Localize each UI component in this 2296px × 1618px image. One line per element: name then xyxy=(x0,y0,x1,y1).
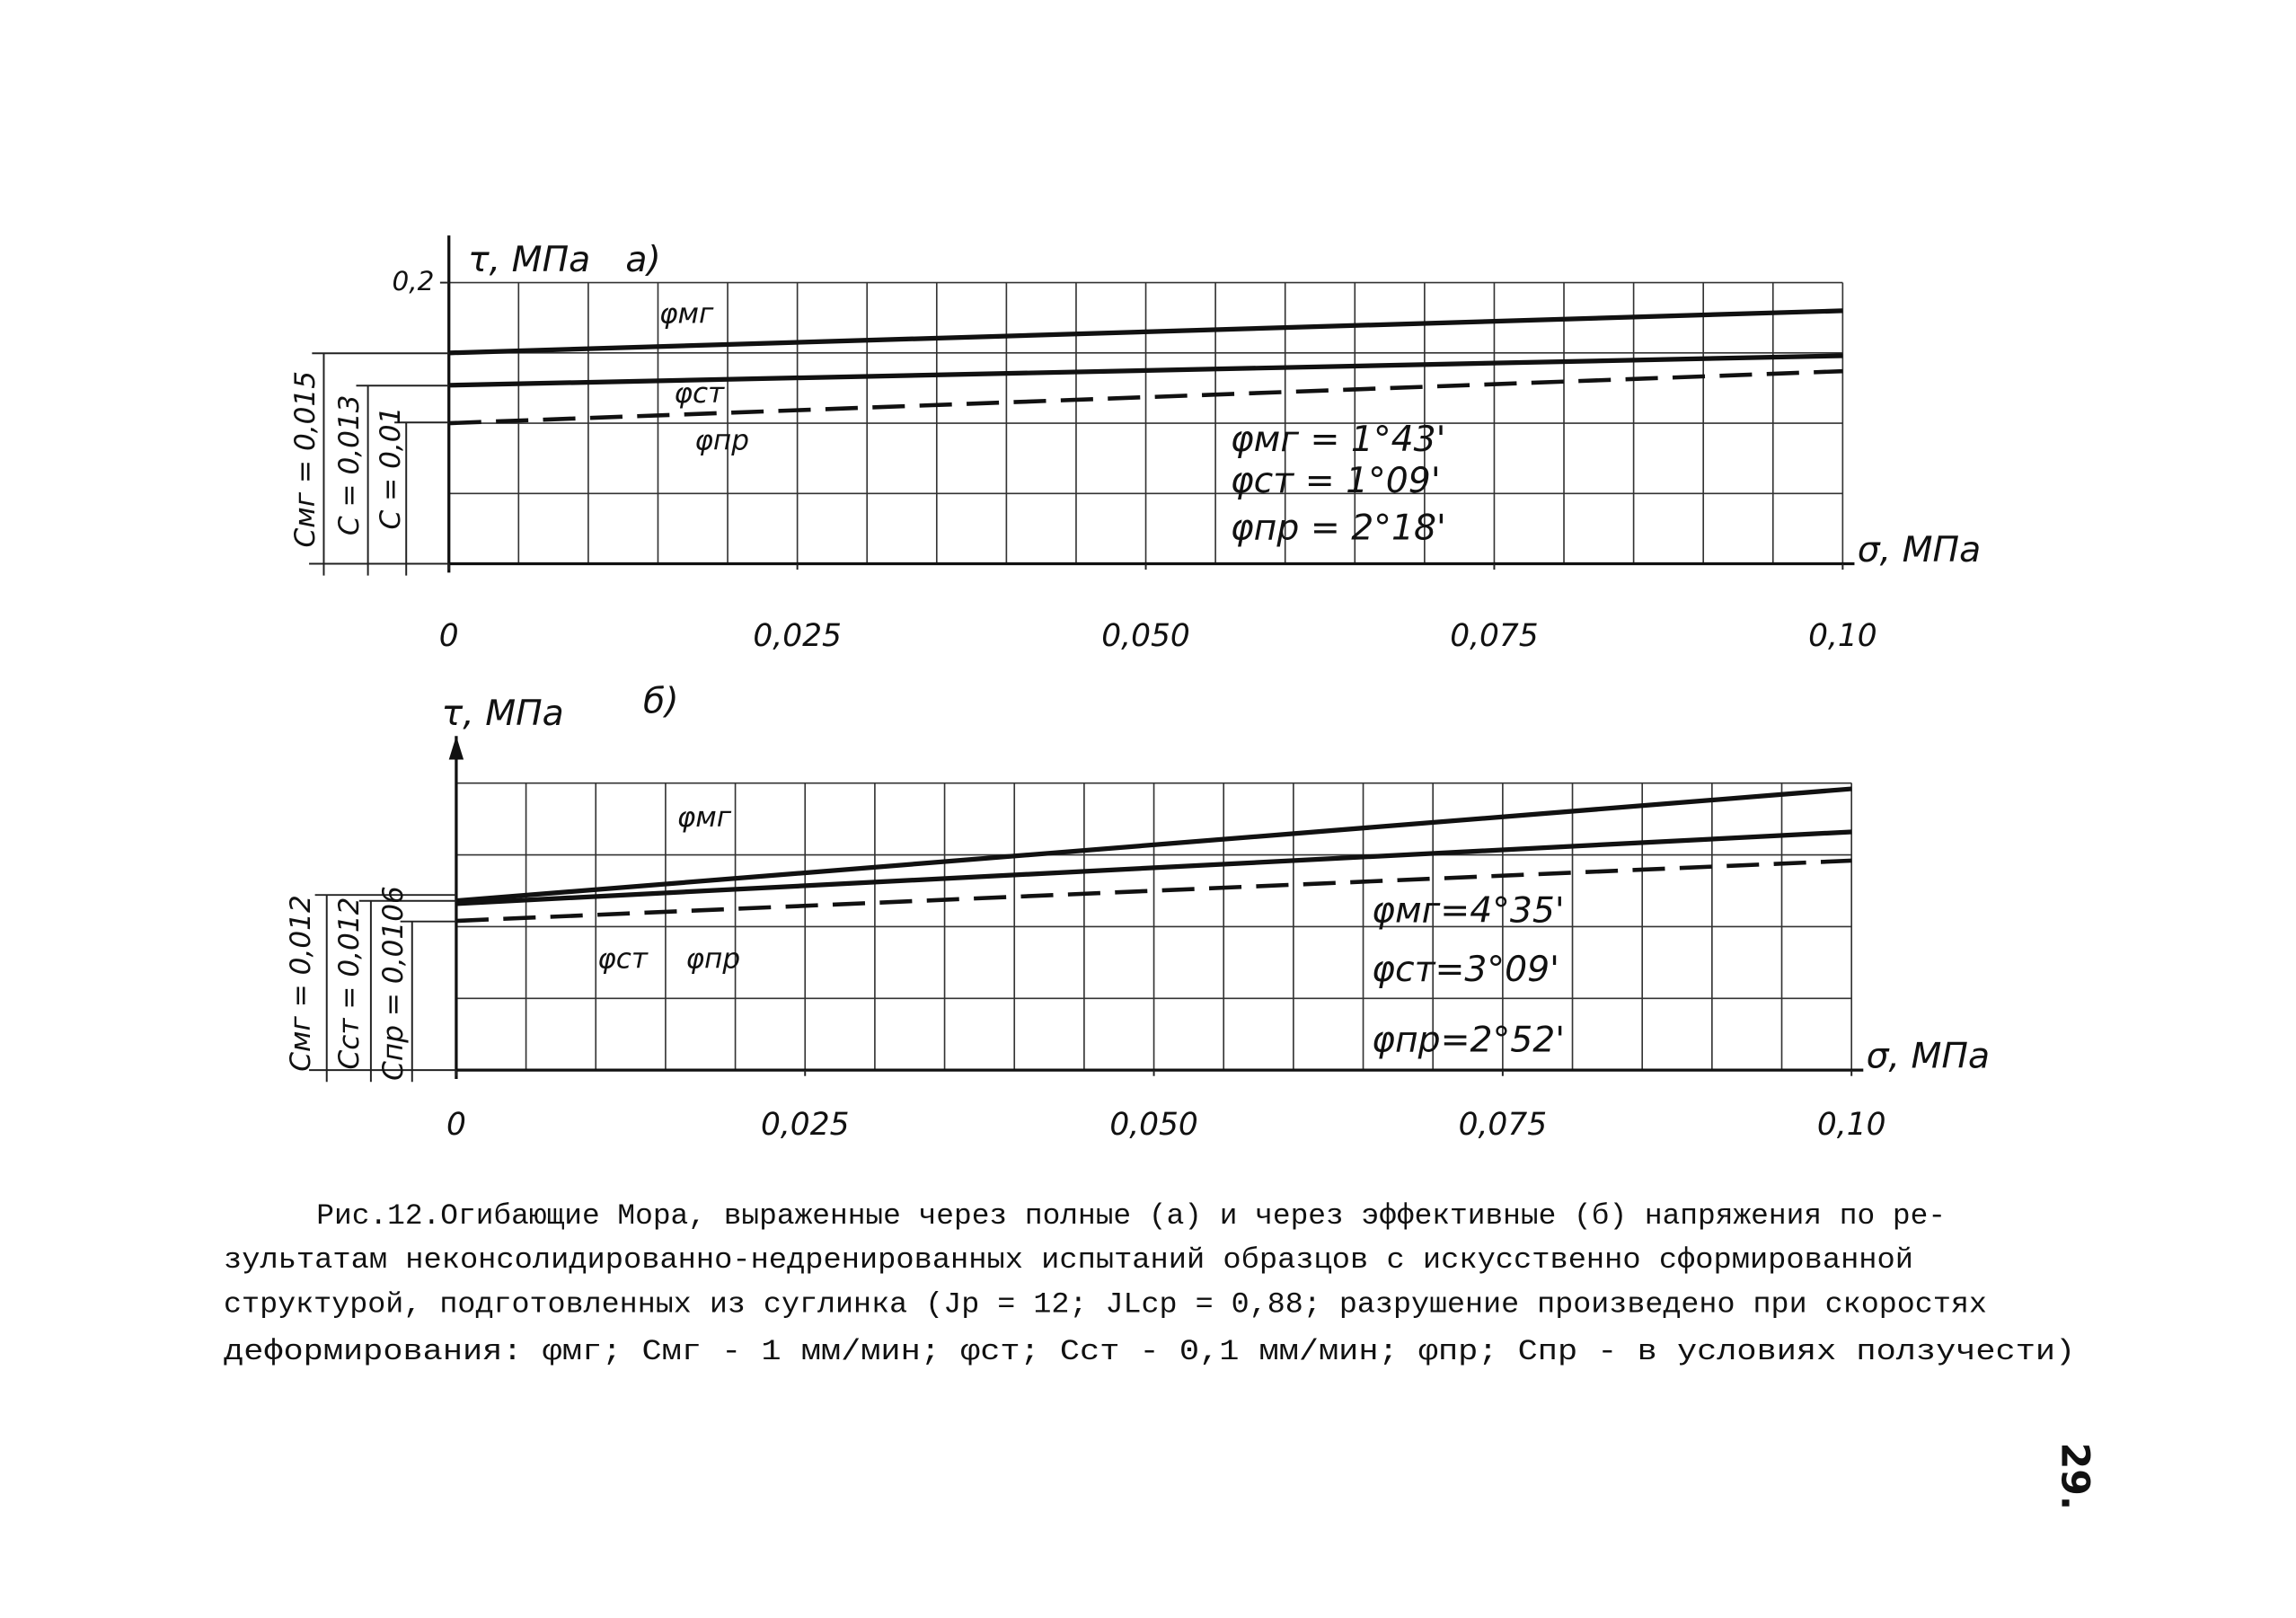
x-tick-label: 0,025 xyxy=(753,618,841,654)
angle-annotation: φст=3°09' xyxy=(1372,950,1559,990)
panel-label: а) xyxy=(625,240,660,280)
caption-line: структурой, подготовленных из суглинка (… xyxy=(224,1287,1987,1321)
panel-label: б) xyxy=(643,682,679,722)
envelope-line xyxy=(455,829,1852,906)
angle-annotation: φпр = 2°18' xyxy=(1231,508,1446,548)
x-tick-label: 0 xyxy=(446,1107,466,1143)
curve-label: φст xyxy=(597,942,649,975)
x-tick-label: 0,050 xyxy=(1109,1107,1197,1143)
curve-label: φпр xyxy=(686,942,741,975)
curve-label: φпр xyxy=(694,425,749,457)
x-tick-label: 0,050 xyxy=(1101,618,1189,654)
envelope-line xyxy=(448,368,1843,426)
curve-label: φст xyxy=(674,377,725,410)
angle-annotation: φпр=2°52' xyxy=(1372,1021,1565,1061)
x-tick-label: 0 xyxy=(439,618,459,654)
axis-arrow xyxy=(448,736,464,760)
angle-annotation: φст = 1°09' xyxy=(1231,461,1441,501)
page-number: 29. xyxy=(2052,1443,2097,1510)
y-axis-label: τ, МПа xyxy=(442,694,564,734)
angle-annotation: φмг=4°35' xyxy=(1372,890,1565,931)
caption-line: зультатам неконсолидированно-недренирова… xyxy=(224,1243,1913,1277)
envelope-line xyxy=(448,308,1843,356)
envelope-line xyxy=(455,786,1852,904)
x-tick-label: 0,025 xyxy=(761,1107,849,1143)
envelope-line xyxy=(448,353,1843,388)
angle-annotation: φмг = 1°43' xyxy=(1231,420,1446,460)
cohesion-label: C = 0,013 xyxy=(333,394,366,535)
x-tick-label: 0,10 xyxy=(1808,618,1877,654)
y-tick-label: 0,2 xyxy=(392,266,434,296)
cohesion-label: Cст = 0,012 xyxy=(333,897,366,1070)
x-tick-label: 0,10 xyxy=(1817,1107,1886,1143)
x-tick-label: 0,075 xyxy=(1459,1107,1547,1143)
x-axis-label: σ, МПа xyxy=(1858,530,1981,570)
caption-line: Рис.12.Огибающие Мора, выраженные через … xyxy=(316,1199,1946,1233)
cohesion-label: Cмг = 0,012 xyxy=(285,895,317,1072)
y-axis-label: τ, МПа xyxy=(468,240,590,280)
caption-line: деформирования: φмг; Cмг - 1 мм/мин; φст… xyxy=(224,1335,2075,1368)
x-tick-label: 0,075 xyxy=(1450,618,1538,654)
cohesion-label: Cпр = 0,0106 xyxy=(377,886,410,1081)
x-axis-label: σ, МПа xyxy=(1867,1037,1990,1077)
cohesion-label: Cмг = 0,015 xyxy=(289,371,322,548)
curve-label: φмг xyxy=(677,801,732,834)
cohesion-label: C = 0,01 xyxy=(375,407,407,530)
curve-label: φмг xyxy=(659,298,714,331)
